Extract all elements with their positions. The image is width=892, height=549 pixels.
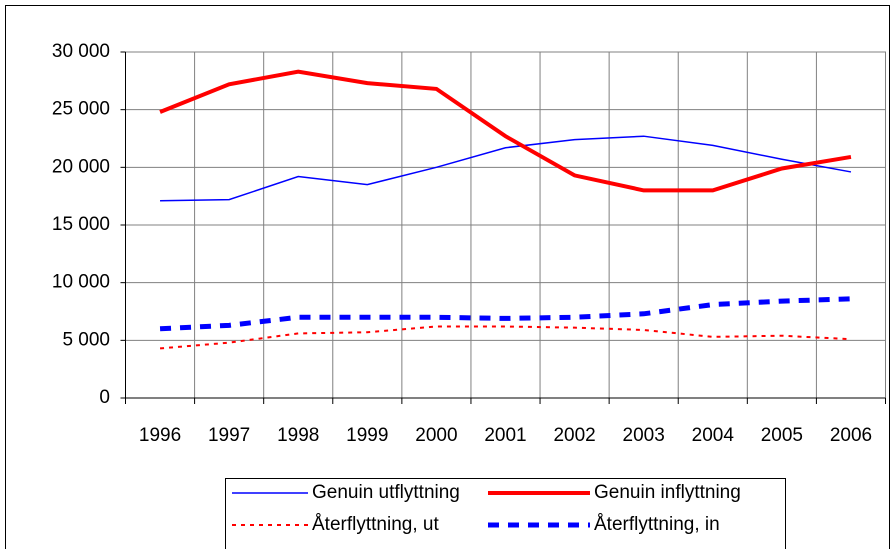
series-line xyxy=(159,69,852,193)
y-tick-label: 30 000 xyxy=(52,41,110,62)
y-tick-label: 5 000 xyxy=(62,329,110,350)
x-tick-label: 1998 xyxy=(277,425,319,446)
x-tick-label: 2006 xyxy=(830,425,872,446)
series-line xyxy=(159,325,852,350)
x-tick-label: 2002 xyxy=(553,425,595,446)
x-tick-label: 1996 xyxy=(139,425,181,446)
x-tick-label: 1999 xyxy=(346,425,388,446)
x-tick-label: 1997 xyxy=(208,425,250,446)
legend-label: Genuin utflyttning xyxy=(312,482,460,503)
legend-label: Genuin inflyttning xyxy=(594,482,741,503)
y-tick-label: 20 000 xyxy=(52,156,110,177)
x-tick-label: 2004 xyxy=(692,425,735,446)
x-tick-label: 2005 xyxy=(761,425,803,446)
x-tick-label: 2003 xyxy=(623,425,665,446)
x-tick-label: 2000 xyxy=(415,425,457,446)
y-tick-label: 25 000 xyxy=(52,99,110,120)
series-line xyxy=(160,135,852,202)
y-tick-label: 10 000 xyxy=(52,272,110,293)
series-line xyxy=(159,296,852,332)
legend-label: Återflyttning, ut xyxy=(312,514,439,535)
legend-box xyxy=(225,478,786,549)
y-tick-label: 15 000 xyxy=(52,214,110,235)
x-tick-label: 2001 xyxy=(484,425,526,446)
y-tick-label: 0 xyxy=(99,387,110,408)
legend-label: Återflyttning, in xyxy=(594,514,720,535)
